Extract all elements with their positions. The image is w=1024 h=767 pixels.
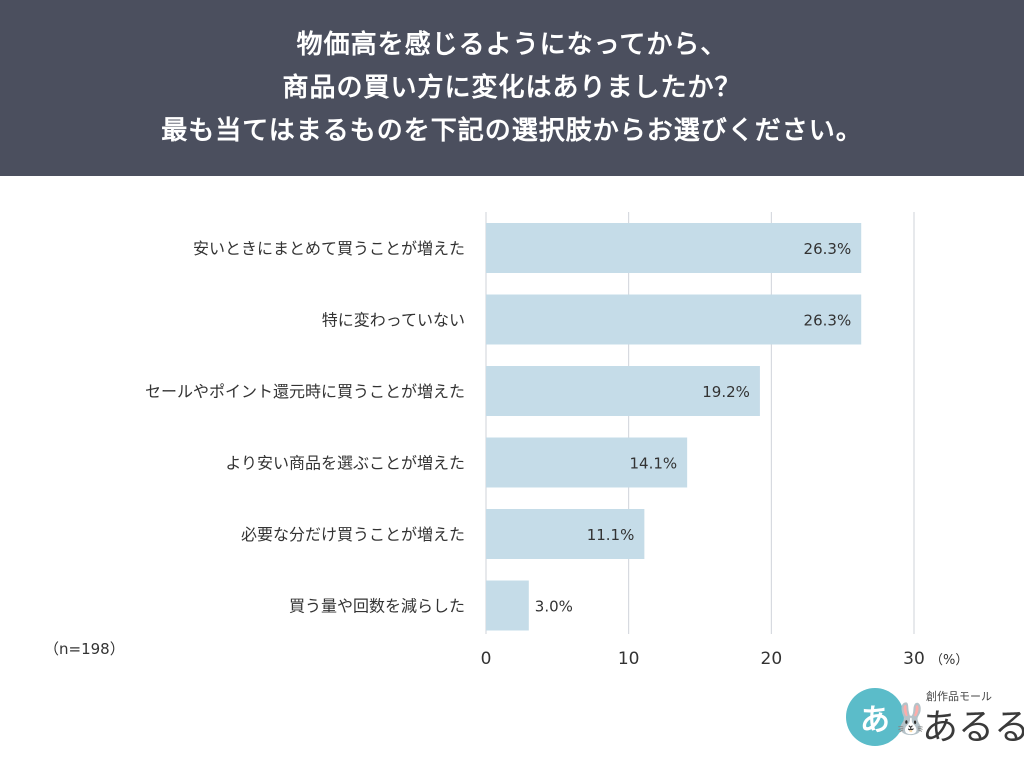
data-label: 26.3%	[804, 312, 852, 330]
x-tick-label: 10	[618, 649, 640, 669]
x-tick-label: 0	[481, 649, 492, 669]
category-label: より安い商品を選ぶことが増えた	[225, 454, 465, 473]
category-label: セールやポイント還元時に買うことが増えた	[145, 382, 465, 401]
category-label: 安いときにまとめて買うことが増えた	[193, 239, 465, 258]
bar	[486, 509, 645, 559]
data-label: 3.0%	[535, 598, 573, 616]
logo-circle: あ	[846, 688, 904, 746]
data-label: 14.1%	[630, 455, 678, 473]
bar	[486, 437, 688, 488]
sample-size-label: （n=198）	[44, 640, 125, 658]
logo-subtitle: 創作品モール	[926, 690, 992, 703]
data-label: 11.1%	[587, 526, 635, 544]
title-line-3: 最も当てはまるものを下記の選択肢からお選びください。	[161, 115, 863, 146]
category-label: 特に変わっていない	[322, 311, 465, 330]
data-label: 26.3%	[804, 240, 852, 258]
bar	[486, 223, 862, 273]
title-line-2: 商品の買い方に変化はありましたか？	[282, 72, 742, 103]
category-label: 買う量や回数を減らした	[289, 597, 465, 616]
category-label: 必要な分だけ買うことが増えた	[241, 525, 465, 544]
logo-name: あるる	[922, 707, 1024, 748]
brand-logo: あ 🐰 創作品モール あるる	[846, 688, 1024, 754]
chart-title-banner: 物価高を感じるようになってから、 商品の買い方に変化はありましたか？ 最も当ては…	[0, 0, 1024, 176]
bar	[486, 294, 862, 345]
x-tick-label: 30	[903, 649, 925, 669]
bar	[486, 366, 760, 416]
title-line-1: 物価高を感じるようになってから、	[296, 29, 728, 60]
rabbit-icon: 🐰	[892, 702, 930, 737]
data-label: 19.2%	[702, 383, 750, 401]
x-unit-label: （%）	[930, 653, 968, 668]
x-tick-label: 20	[761, 649, 783, 669]
bar-chart: 0 10 20 30 （%） 安いときにまとめて買うことが増えた 26.3% 特に変わっていな…	[145, 212, 968, 669]
bar	[486, 580, 529, 631]
